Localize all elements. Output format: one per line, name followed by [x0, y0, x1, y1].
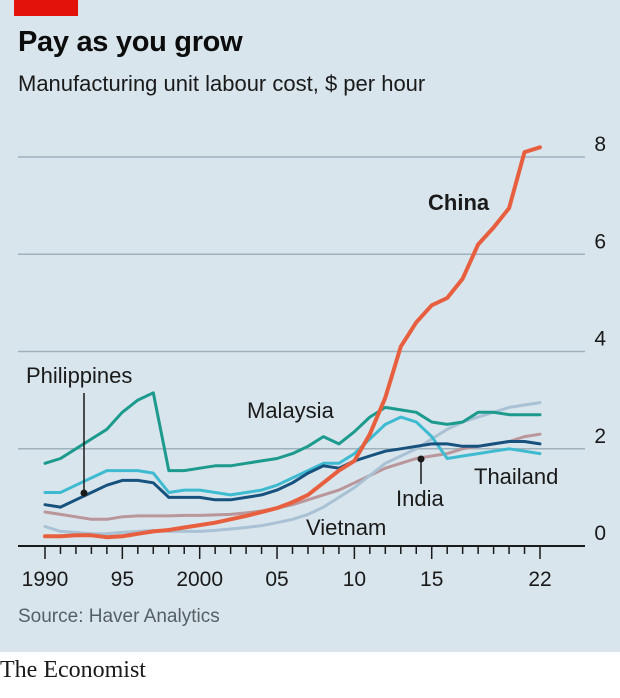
leader-dot-philippines [80, 489, 88, 497]
line-chart: 0 2 4 6 8 1990 95 2000 05 10 15 22 China Malaysia Ph… [18, 133, 606, 591]
chart-title: Pay as you grow [18, 26, 243, 58]
y-axis-ticks: 0 2 4 6 8 [594, 133, 606, 545]
source-note: Source: Haver Analytics [18, 606, 220, 627]
series-label-malaysia: Malaysia [247, 398, 335, 423]
chart-panel [0, 0, 620, 652]
leader-dot-india [417, 455, 425, 463]
series-label-thailand: Thailand [474, 464, 558, 489]
series-line-thailand [43, 415, 542, 497]
x-tick-label: 1990 [22, 568, 69, 591]
x-tick-label: 10 [343, 568, 366, 591]
y-tick-label: 8 [594, 133, 606, 156]
brand-tag [14, 0, 78, 16]
series-lines [43, 145, 542, 540]
x-tick-label: 05 [265, 568, 288, 591]
x-tick-label: 22 [528, 568, 551, 591]
x-tick-label: 2000 [176, 568, 223, 591]
y-tick-label: 6 [594, 230, 606, 253]
series-line-vietnam [43, 401, 542, 536]
x-tick-label: 15 [420, 568, 443, 591]
y-tick-label: 2 [594, 425, 606, 448]
y-tick-label: 0 [594, 522, 606, 545]
series-label-vietnam: Vietnam [306, 515, 386, 540]
x-axis: 1990 95 2000 05 10 15 22 [18, 545, 585, 591]
series-label-india: India [396, 486, 444, 511]
series-line-india [43, 432, 542, 521]
series-labels: China Malaysia Philippines Thailand India Vie… [26, 190, 558, 540]
series-line-malaysia [43, 391, 542, 473]
publisher-logo: The Economist [0, 657, 146, 683]
series-line-philippines [43, 440, 542, 509]
y-tick-label: 4 [594, 328, 606, 351]
series-line-china [43, 145, 542, 540]
chart-subtitle: Manufacturing unit labour cost, $ per ho… [18, 71, 426, 96]
series-label-china: China [428, 190, 490, 215]
x-tick-label: 95 [111, 568, 134, 591]
series-label-philippines: Philippines [26, 363, 132, 388]
